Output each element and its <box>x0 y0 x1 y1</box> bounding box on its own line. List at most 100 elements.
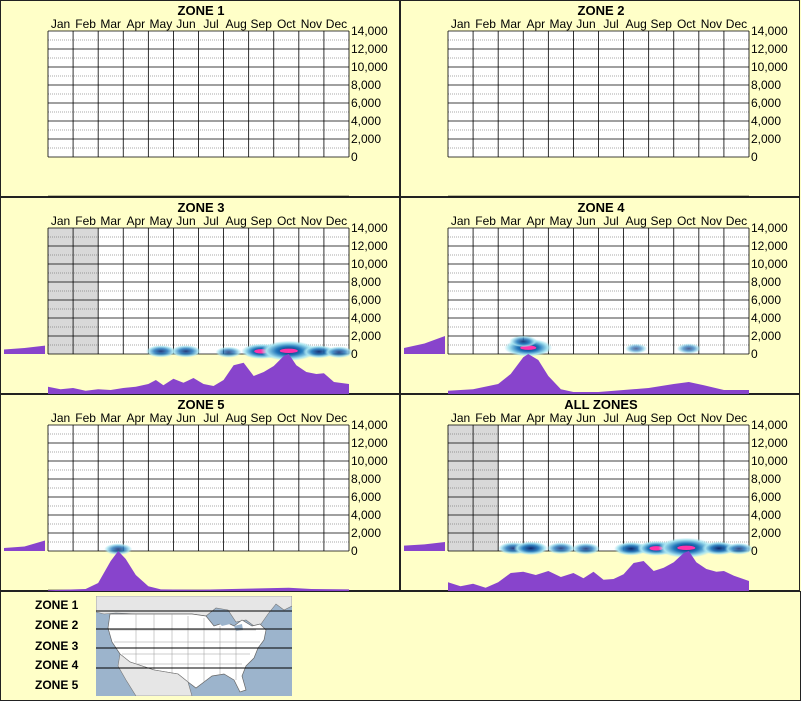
month-label-jun: Jun <box>176 411 195 425</box>
month-label-feb: Feb <box>75 17 96 31</box>
elevation-profile <box>404 542 445 551</box>
month-label-aug: Aug <box>225 411 246 425</box>
month-label-nov: Nov <box>701 411 722 425</box>
month-label-apr: Apr <box>126 214 145 228</box>
y-tick-label: 8,000 <box>351 275 381 289</box>
heat-blob <box>145 345 176 358</box>
monthly-density-area <box>48 354 349 394</box>
panel-zone-3: ZONE 3 Jan Feb Mar Apr May Jun Jul Aug Sep Oct Nov D… <box>0 197 400 394</box>
y-tick-label: 0 <box>751 347 758 361</box>
map-mexico-land <box>117 653 193 696</box>
y-tick-label: 14,000 <box>351 221 388 235</box>
chart-title: ZONE 4 <box>578 200 626 215</box>
chart-title: ZONE 3 <box>178 200 225 215</box>
month-label-sep: Sep <box>651 17 673 31</box>
chart-title: ZONE 2 <box>578 3 625 18</box>
y-tick-label: 8,000 <box>351 78 381 92</box>
month-label-dec: Dec <box>326 17 347 31</box>
month-label-mar: Mar <box>100 411 121 425</box>
month-label-apr: Apr <box>126 411 145 425</box>
month-label-jan: Jan <box>51 411 70 425</box>
month-label-jan: Jan <box>51 17 70 31</box>
month-label-dec: Dec <box>326 411 347 425</box>
month-label-jul: Jul <box>203 17 218 31</box>
month-label-aug: Aug <box>625 17 646 31</box>
month-label-may: May <box>550 17 573 31</box>
month-label-apr: Apr <box>526 214 545 228</box>
month-label-mar: Mar <box>500 411 521 425</box>
month-label-jul: Jul <box>203 411 218 425</box>
legend-zone-5-label: ZONE 5 <box>35 678 79 692</box>
y-tick-label: 4,000 <box>751 114 781 128</box>
all-zones-chart: ALL ZONES Jan Feb Mar Apr May Jun Jul Aug Sep Oct N… <box>404 397 788 591</box>
y-tick-label: 2,000 <box>751 329 781 343</box>
y-tick-label: 6,000 <box>751 293 781 307</box>
elevation-profile <box>404 336 445 354</box>
month-label-jul: Jul <box>203 214 218 228</box>
month-label-apr: Apr <box>526 17 545 31</box>
heat-blob <box>571 542 600 555</box>
month-label-dec: Dec <box>726 17 747 31</box>
month-label-mar: Mar <box>100 17 121 31</box>
legend-zone-3-label: ZONE 3 <box>35 639 79 653</box>
y-tick-label: 2,000 <box>751 132 781 146</box>
us-zone-map <box>96 596 292 696</box>
zone-legend: ZONE 1 ZONE 2 ZONE 3 ZONE 4 ZONE 5 <box>0 591 801 701</box>
y-tick-label: 2,000 <box>351 329 381 343</box>
month-label-aug: Aug <box>225 214 246 228</box>
y-tick-label: 10,000 <box>751 60 788 74</box>
y-tick-label: 2,000 <box>351 132 381 146</box>
heat-blob <box>104 543 133 555</box>
legend-zone-4-label: ZONE 4 <box>35 658 79 672</box>
chart-title: ZONE 1 <box>178 3 225 18</box>
legend-zone-2-label: ZONE 2 <box>35 618 79 632</box>
y-tick-label: 0 <box>351 544 358 558</box>
y-tick-label: 4,000 <box>751 508 781 522</box>
month-label-oct: Oct <box>677 214 696 228</box>
month-label-oct: Oct <box>277 411 296 425</box>
y-tick-label: 8,000 <box>751 275 781 289</box>
legend-zone-1-label: ZONE 1 <box>35 598 79 612</box>
month-label-oct: Oct <box>277 17 296 31</box>
monthly-density-area <box>448 354 749 394</box>
monthly-density-area <box>448 551 749 591</box>
month-label-jun: Jun <box>176 214 195 228</box>
y-tick-label: 8,000 <box>351 472 381 486</box>
heat-peak-mark <box>677 545 696 551</box>
month-label-apr: Apr <box>126 17 145 31</box>
month-label-oct: Oct <box>277 214 296 228</box>
y-tick-label: 12,000 <box>351 239 388 253</box>
map-great-lakes <box>216 618 243 631</box>
y-tick-label: 8,000 <box>751 78 781 92</box>
y-tick-label: 12,000 <box>751 42 788 56</box>
y-tick-label: 0 <box>351 150 358 164</box>
y-tick-label: 8,000 <box>751 472 781 486</box>
month-label-sep: Sep <box>651 214 673 228</box>
month-label-aug: Aug <box>625 411 646 425</box>
month-label-jun: Jun <box>576 17 595 31</box>
y-tick-label: 4,000 <box>351 114 381 128</box>
zone-5-chart: ZONE 5 Jan Feb Mar Apr May Jun Jul Aug Sep Oct Nov D… <box>4 397 388 591</box>
month-label-apr: Apr <box>526 411 545 425</box>
shaded-month-feb <box>473 425 499 551</box>
heat-blob <box>625 343 648 354</box>
month-label-sep: Sep <box>651 411 673 425</box>
month-label-dec: Dec <box>726 214 747 228</box>
monthly-density-area <box>48 551 349 591</box>
month-label-jul: Jul <box>603 411 618 425</box>
chart-title: ZONE 5 <box>178 397 225 412</box>
month-label-may: May <box>550 214 573 228</box>
y-tick-label: 10,000 <box>751 257 788 271</box>
month-label-feb: Feb <box>475 17 496 31</box>
month-label-sep: Sep <box>251 17 273 31</box>
y-tick-label: 6,000 <box>351 490 381 504</box>
month-label-may: May <box>150 411 173 425</box>
month-label-jan: Jan <box>451 411 470 425</box>
month-label-nov: Nov <box>701 17 722 31</box>
y-tick-label: 0 <box>751 544 758 558</box>
y-tick-label: 4,000 <box>351 508 381 522</box>
y-tick-label: 14,000 <box>751 418 788 432</box>
y-tick-label: 0 <box>351 347 358 361</box>
month-label-jun: Jun <box>576 411 595 425</box>
